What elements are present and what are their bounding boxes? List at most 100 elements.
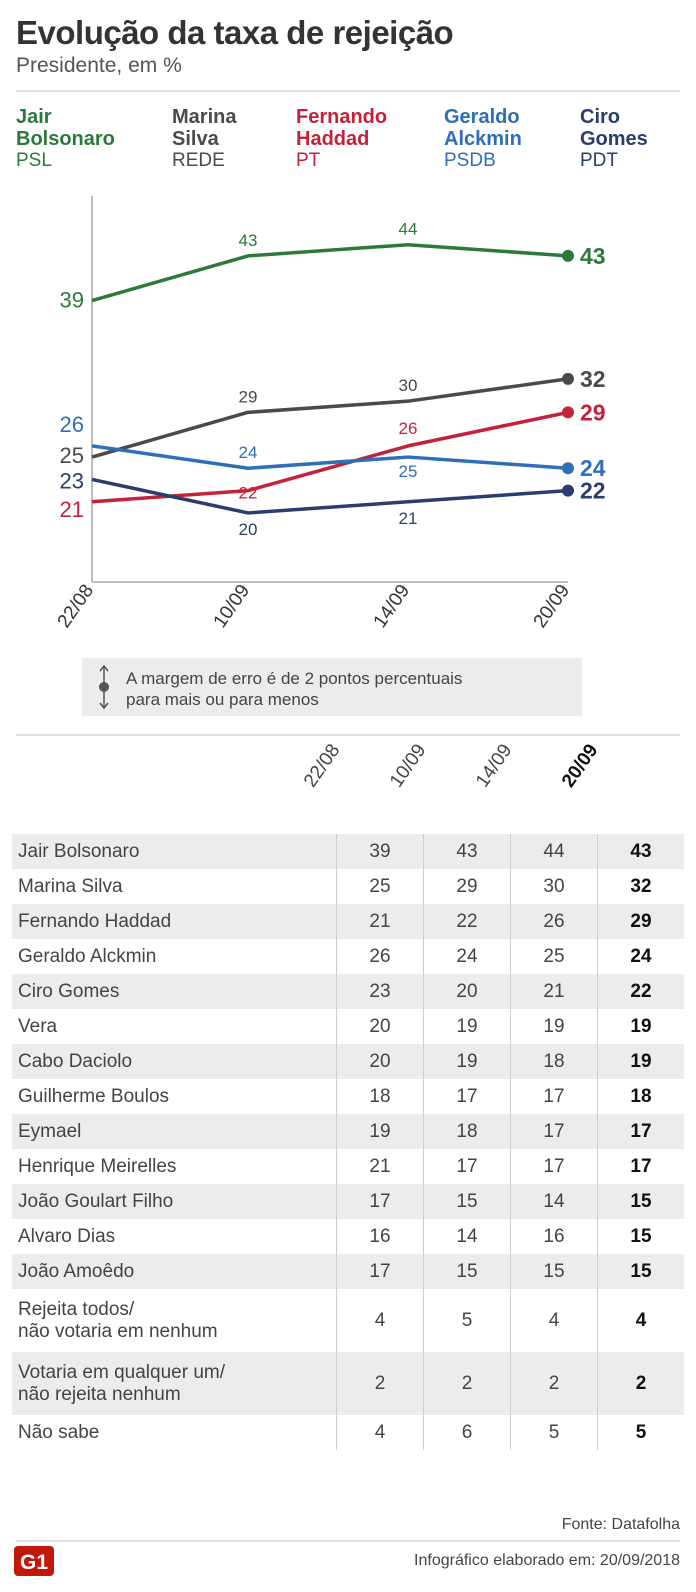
table-cell: 29 xyxy=(423,869,511,904)
candidate-label: Não sabe xyxy=(18,1421,100,1443)
data-label: 39 xyxy=(60,288,84,313)
margin-note-text: A margem de erro é de 2 pontos percentua… xyxy=(126,669,463,709)
table-cell: 17 xyxy=(510,1149,598,1184)
series-endpoint xyxy=(562,484,574,497)
table-row: Geraldo Alckmin 26 24 25 24 xyxy=(12,939,684,974)
candidate-label: Fernando Haddad xyxy=(18,910,172,932)
table-cell: 22 xyxy=(597,974,684,1009)
table-cell: 5 xyxy=(423,1289,511,1352)
legend-name: Jair Bolsonaro xyxy=(16,106,115,150)
table-row: Vera 20 19 19 19 xyxy=(12,1009,684,1044)
data-label: 23 xyxy=(60,468,84,493)
legend-name: Geraldo Alckmin xyxy=(444,106,522,150)
table-cell: 4 xyxy=(336,1415,424,1450)
candidate-label: Rejeita todos/ não votaria em nenhum xyxy=(18,1298,218,1342)
candidate-label: Geraldo Alckmin xyxy=(18,945,157,967)
divider xyxy=(16,1540,680,1542)
candidate-label: João Amoêdo xyxy=(18,1260,135,1282)
table-cell: 25 xyxy=(336,869,424,904)
table-cell: 15 xyxy=(510,1254,598,1289)
table-row: Cabo Daciolo 20 19 18 19 xyxy=(12,1044,684,1079)
table-cell: 17 xyxy=(336,1184,424,1219)
table-cell: 15 xyxy=(423,1254,511,1289)
data-label: 21 xyxy=(399,509,418,528)
x-tick-label: 20/09 xyxy=(530,581,574,632)
series-line xyxy=(91,444,569,470)
legend-party: PSDB xyxy=(444,150,496,171)
divider xyxy=(16,734,680,736)
data-label: 43 xyxy=(239,231,258,250)
data-label: 20 xyxy=(239,520,258,539)
data-label-latest: 43 xyxy=(580,243,606,269)
table-cell: 24 xyxy=(423,939,511,974)
table-cell: 23 xyxy=(336,974,424,1009)
logo-text: G1 xyxy=(20,1551,48,1574)
table-cell: 29 xyxy=(597,904,684,939)
legend-party: PSL xyxy=(16,150,52,171)
table-header-date: 22/08 xyxy=(299,740,345,792)
legend-name: Ciro Gomes xyxy=(580,106,648,150)
table-cell: 22 xyxy=(423,904,511,939)
legend-item-ciro: Ciro Gomes PDT xyxy=(580,106,648,172)
table-cell: 18 xyxy=(336,1079,424,1114)
series-line xyxy=(91,242,569,303)
table-row: Eymael 19 18 17 17 xyxy=(12,1114,684,1149)
line-chart: 22/08 10/09 14/09 20/09 39 43 44 43 25 29 30 32 21 22… xyxy=(54,196,606,632)
table-cell: 19 xyxy=(423,1009,511,1044)
series-line xyxy=(91,377,569,459)
candidate-label: Henrique Meirelles xyxy=(18,1155,177,1177)
table-cell: 20 xyxy=(336,1009,424,1044)
table-cell: 14 xyxy=(510,1184,598,1219)
table-row: Marina Silva 25 29 30 32 xyxy=(12,869,684,904)
table-cell: 39 xyxy=(336,834,424,869)
data-label: 26 xyxy=(399,419,418,438)
data-label: 30 xyxy=(399,376,418,395)
candidate-label: Votaria em qualquer um/ não rejeita nenh… xyxy=(18,1361,226,1405)
table-cell: 43 xyxy=(597,834,684,869)
table-header-date: 20/09 xyxy=(557,740,603,792)
data-label: 26 xyxy=(60,412,84,437)
legend-item-haddad: Fernando Haddad PT xyxy=(296,106,387,172)
table-cell: 43 xyxy=(423,834,511,869)
table-cell: 18 xyxy=(597,1079,684,1114)
legend-party: PT xyxy=(296,150,321,171)
table-row: João Amoêdo 17 15 15 15 xyxy=(12,1254,684,1289)
table-row: Votaria em qualquer um/ não rejeita nenh… xyxy=(12,1352,684,1415)
table-cell: 5 xyxy=(510,1415,598,1450)
table-row: Alvaro Dias 16 14 16 15 xyxy=(12,1219,684,1254)
table-cell: 15 xyxy=(597,1219,684,1254)
table-row: Não sabe 4 6 5 5 xyxy=(12,1415,684,1450)
table-cell: 4 xyxy=(336,1289,424,1352)
table-cell: 17 xyxy=(423,1149,511,1184)
table-cell: 44 xyxy=(510,834,598,869)
table-cell: 17 xyxy=(510,1114,598,1149)
g1-logo: G1 xyxy=(14,1546,54,1576)
table-cell: 26 xyxy=(510,904,598,939)
data-label: 21 xyxy=(60,497,84,522)
candidate-label: Vera xyxy=(18,1015,58,1037)
data-label: 24 xyxy=(239,443,258,462)
table-cell: 18 xyxy=(510,1044,598,1079)
table-cell: 30 xyxy=(510,869,598,904)
page-subtitle: Presidente, em % xyxy=(16,54,182,77)
divider xyxy=(16,90,680,92)
table-cell: 2 xyxy=(510,1352,598,1415)
table-cell: 26 xyxy=(336,939,424,974)
table-cell: 17 xyxy=(597,1149,684,1184)
legend-name: Marina Silva xyxy=(172,106,237,150)
table-cell: 4 xyxy=(510,1289,598,1352)
table-cell: 16 xyxy=(510,1219,598,1254)
page-title: Evolução da taxa de rejeição xyxy=(16,14,454,51)
table-cell: 21 xyxy=(336,904,424,939)
table-row: Rejeita todos/ não votaria em nenhum 4 5 4 4 xyxy=(12,1289,684,1352)
legend-party: REDE xyxy=(172,150,225,171)
table-cell: 2 xyxy=(597,1352,684,1415)
table-cell: 15 xyxy=(597,1254,684,1289)
table-cell: 20 xyxy=(423,974,511,1009)
series-endpoint xyxy=(562,372,574,385)
table-cell: 32 xyxy=(597,869,684,904)
candidate-label: Jair Bolsonaro xyxy=(18,840,140,862)
table-row: João Goulart Filho 17 15 14 15 xyxy=(12,1184,684,1219)
table-cell: 2 xyxy=(423,1352,511,1415)
candidate-label: Ciro Gomes xyxy=(18,980,120,1002)
